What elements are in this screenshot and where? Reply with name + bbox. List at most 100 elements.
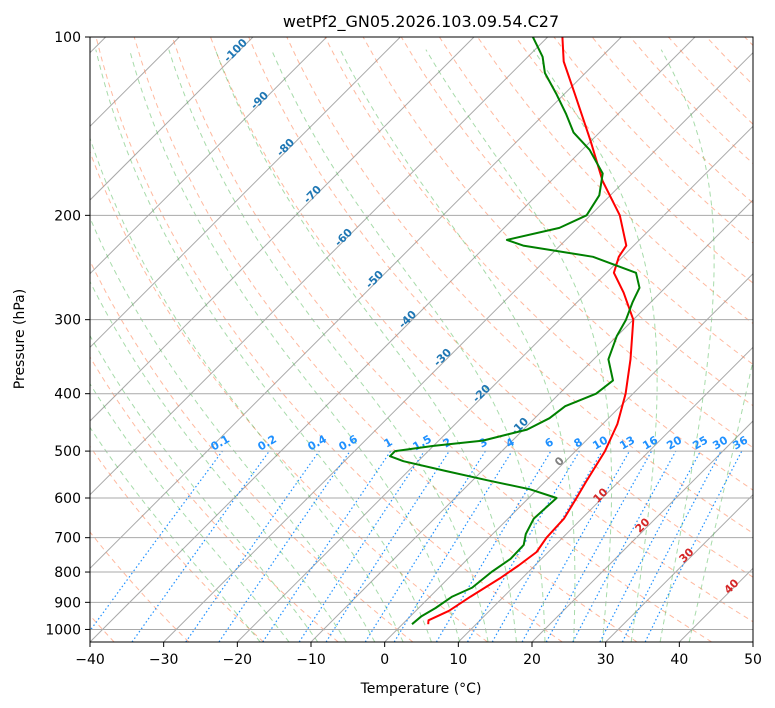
y-axis-label: Pressure (hPa) bbox=[12, 289, 28, 389]
mixing-ratio-line bbox=[298, 450, 425, 642]
saturated-adiabat-label: 40 bbox=[722, 576, 742, 596]
dry-adiabat-line bbox=[171, 37, 712, 642]
mixing-ratio-line bbox=[545, 450, 653, 642]
isotherm-line bbox=[90, 37, 696, 642]
dry-adiabat-line bbox=[400, 37, 753, 407]
moist-adiabat-line bbox=[659, 49, 715, 642]
isotherm-line bbox=[236, 125, 753, 642]
isotherm-line bbox=[90, 37, 549, 496]
mixing-ratio-label: 30 bbox=[710, 433, 730, 452]
moist-adiabat-label: -40 bbox=[396, 308, 419, 331]
x-tick-label: 40 bbox=[670, 652, 688, 668]
mixing-ratio-line bbox=[185, 450, 320, 642]
moist-adiabat-line bbox=[90, 382, 290, 642]
y-tick-label: 900 bbox=[54, 595, 81, 611]
moist-adiabat-line bbox=[129, 49, 461, 642]
isotherm-line bbox=[90, 37, 475, 422]
chart-title: wetPf2_GN05.2026.103.09.54.C27 bbox=[283, 12, 559, 32]
profile-series bbox=[389, 37, 641, 625]
dry-adiabat-line bbox=[210, 37, 753, 623]
moist-adiabat-label: -10 bbox=[508, 415, 531, 438]
mixing-ratio-label: 10 bbox=[590, 433, 610, 452]
moist-adiabat-line bbox=[90, 334, 319, 642]
mixing-ratio-label: 25 bbox=[690, 434, 710, 453]
background-lines bbox=[90, 37, 753, 642]
y-axis: 1000 900 800 700 600 500 400 300 200 100 bbox=[45, 30, 90, 638]
dry-adiabat-line bbox=[706, 37, 753, 86]
mixing-ratio-label: 16 bbox=[640, 433, 660, 452]
x-tick-label: −10 bbox=[296, 652, 326, 668]
x-tick-label: 30 bbox=[597, 652, 615, 668]
moist-adiabat-line bbox=[532, 49, 658, 642]
isotherm-line bbox=[90, 37, 622, 570]
saturated-adiabat-label: 10 bbox=[591, 485, 611, 505]
moist-adiabat-line bbox=[95, 49, 432, 642]
isotherm-line bbox=[752, 641, 753, 642]
mixing-ratio-label: 8 bbox=[572, 435, 585, 450]
saturated-adiabat-label: 30 bbox=[677, 545, 697, 565]
x-tick-label: 10 bbox=[449, 652, 467, 668]
isotherm-line bbox=[457, 346, 753, 642]
mixing-ratio-label: 0.1 bbox=[209, 432, 232, 453]
isotherm-line bbox=[605, 493, 753, 642]
dry-adiabat-line bbox=[90, 150, 488, 642]
moist-adiabat-label: -80 bbox=[274, 136, 297, 159]
dry-adiabat-line bbox=[248, 37, 753, 578]
moist-adiabat-label: -60 bbox=[332, 226, 355, 249]
dry-adiabat-line bbox=[95, 37, 563, 642]
y-tick-label: 200 bbox=[54, 208, 81, 224]
moist-adiabat-label: -50 bbox=[363, 268, 386, 291]
isotherm-line bbox=[531, 420, 753, 642]
moist-adiabat-line bbox=[688, 358, 753, 642]
mixing-ratio-label: 3 bbox=[477, 435, 490, 450]
mixing-ratio-line bbox=[521, 450, 631, 642]
x-tick-label: 20 bbox=[523, 652, 541, 668]
moist-adiabat-line bbox=[168, 49, 489, 642]
mixing-ratio-line bbox=[572, 450, 677, 642]
moist-adiabat-line bbox=[425, 49, 613, 642]
moist-adiabat-label: -70 bbox=[301, 183, 324, 206]
dry-adiabat-line bbox=[477, 37, 753, 325]
mixing-ratio-line bbox=[644, 450, 743, 642]
temperature-profile-line bbox=[427, 37, 635, 625]
isotherm-line bbox=[310, 199, 753, 642]
line-labels: -100 -90 -80 -70 -60 -50 -40 -30 -20 -10 0.1 0.2 0.4… bbox=[209, 36, 751, 597]
isotherm-line bbox=[163, 51, 753, 642]
dry-adiabat-line bbox=[286, 37, 753, 534]
y-tick-label: 700 bbox=[54, 531, 81, 547]
mixing-ratio-label: 0.6 bbox=[337, 432, 361, 453]
pressure-gridlines bbox=[90, 37, 753, 630]
mixing-ratio-line bbox=[325, 450, 450, 642]
plot-frame bbox=[89, 36, 754, 643]
mixing-ratio-label: 13 bbox=[617, 434, 637, 453]
isotherm-line bbox=[90, 37, 254, 201]
x-tick-label: −30 bbox=[149, 652, 179, 668]
y-tick-label: 100 bbox=[54, 30, 81, 46]
dry-adiabat-line bbox=[515, 37, 753, 284]
isotherm-line bbox=[90, 37, 401, 349]
mixing-ratio-label: 20 bbox=[664, 433, 684, 452]
dry-adiabat-line bbox=[438, 37, 753, 366]
dry-adiabat-line bbox=[90, 259, 414, 642]
mixing-ratio-label: 0.4 bbox=[306, 432, 330, 453]
mixing-ratio-line bbox=[393, 450, 513, 642]
moist-adiabat-label: -30 bbox=[431, 346, 454, 369]
moist-adiabat-line bbox=[90, 216, 376, 642]
y-tick-label: 600 bbox=[54, 491, 81, 507]
moist-adiabat-label: -90 bbox=[248, 89, 271, 112]
x-axis: −40 −30 −20 −10 0 10 20 30 40 50 bbox=[75, 642, 762, 668]
mixing-ratio-label: 0.2 bbox=[256, 432, 279, 453]
mixing-ratio-line bbox=[218, 450, 351, 642]
mixing-ratio-label: 6 bbox=[543, 435, 556, 450]
dry-adiabat-line bbox=[90, 445, 264, 642]
dewpoint-profile-line bbox=[389, 37, 641, 625]
moist-adiabat-line bbox=[90, 280, 347, 642]
y-tick-label: 500 bbox=[54, 444, 81, 460]
saturated-adiabat-label: 20 bbox=[633, 515, 653, 535]
isotherm-line bbox=[90, 37, 328, 275]
mixing-ratio-line bbox=[435, 450, 552, 642]
y-tick-label: 800 bbox=[54, 565, 81, 581]
moist-adiabat-label: -100 bbox=[221, 36, 250, 65]
x-tick-label: −20 bbox=[223, 652, 253, 668]
